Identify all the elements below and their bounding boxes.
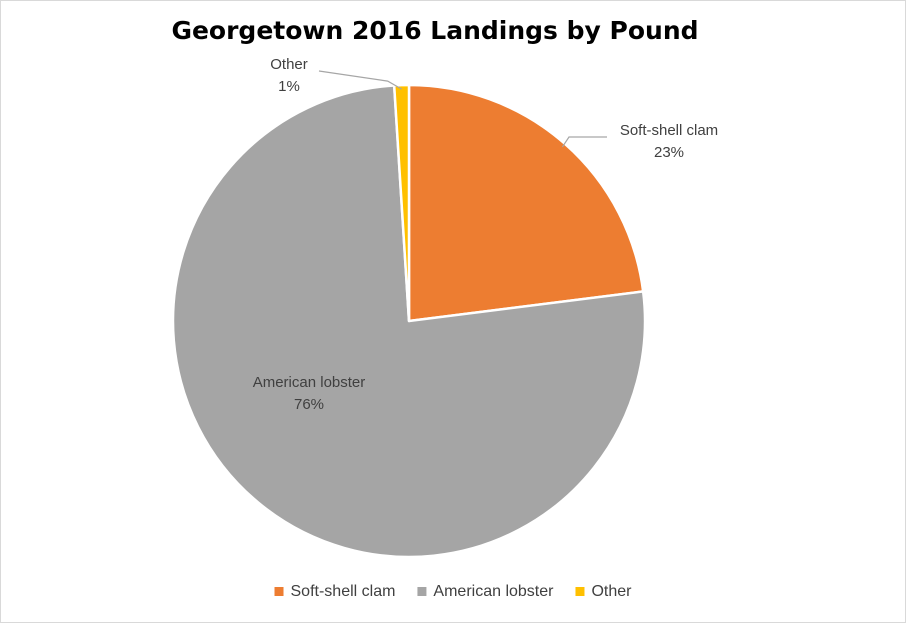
data-label-name-american-lobster: American lobster [253,374,366,391]
data-label-name-soft-shell-clam: Soft-shell clam [620,122,718,139]
legend-label-american-lobster: American lobster [433,583,554,600]
leader-lines [318,70,607,148]
legend-swatch-american-lobster [417,587,427,596]
legend: Soft-shell clam American lobster Other [274,583,632,600]
data-label-value-soft-shell-clam: 23% [654,144,684,161]
chart-title: Georgetown 2016 Landings by Pound [171,16,698,45]
data-label-name-other: Other [270,56,308,73]
pie-slices [171,83,647,559]
leader-line-other [318,70,403,90]
data-label-value-other: 1% [278,78,300,95]
legend-label-soft-shell-clam: Soft-shell clam [291,583,396,600]
data-labels: Soft-shell clam 23% American lobster 76% Oth… [253,56,718,413]
legend-label-other: Other [591,583,632,600]
data-label-value-american-lobster: 76% [294,396,324,413]
leader-line-soft-shell-clam [561,136,607,148]
legend-swatch-other [575,587,585,596]
legend-swatch-soft-shell-clam [274,587,284,596]
pie-slice-soft-shell-clam [407,83,645,323]
